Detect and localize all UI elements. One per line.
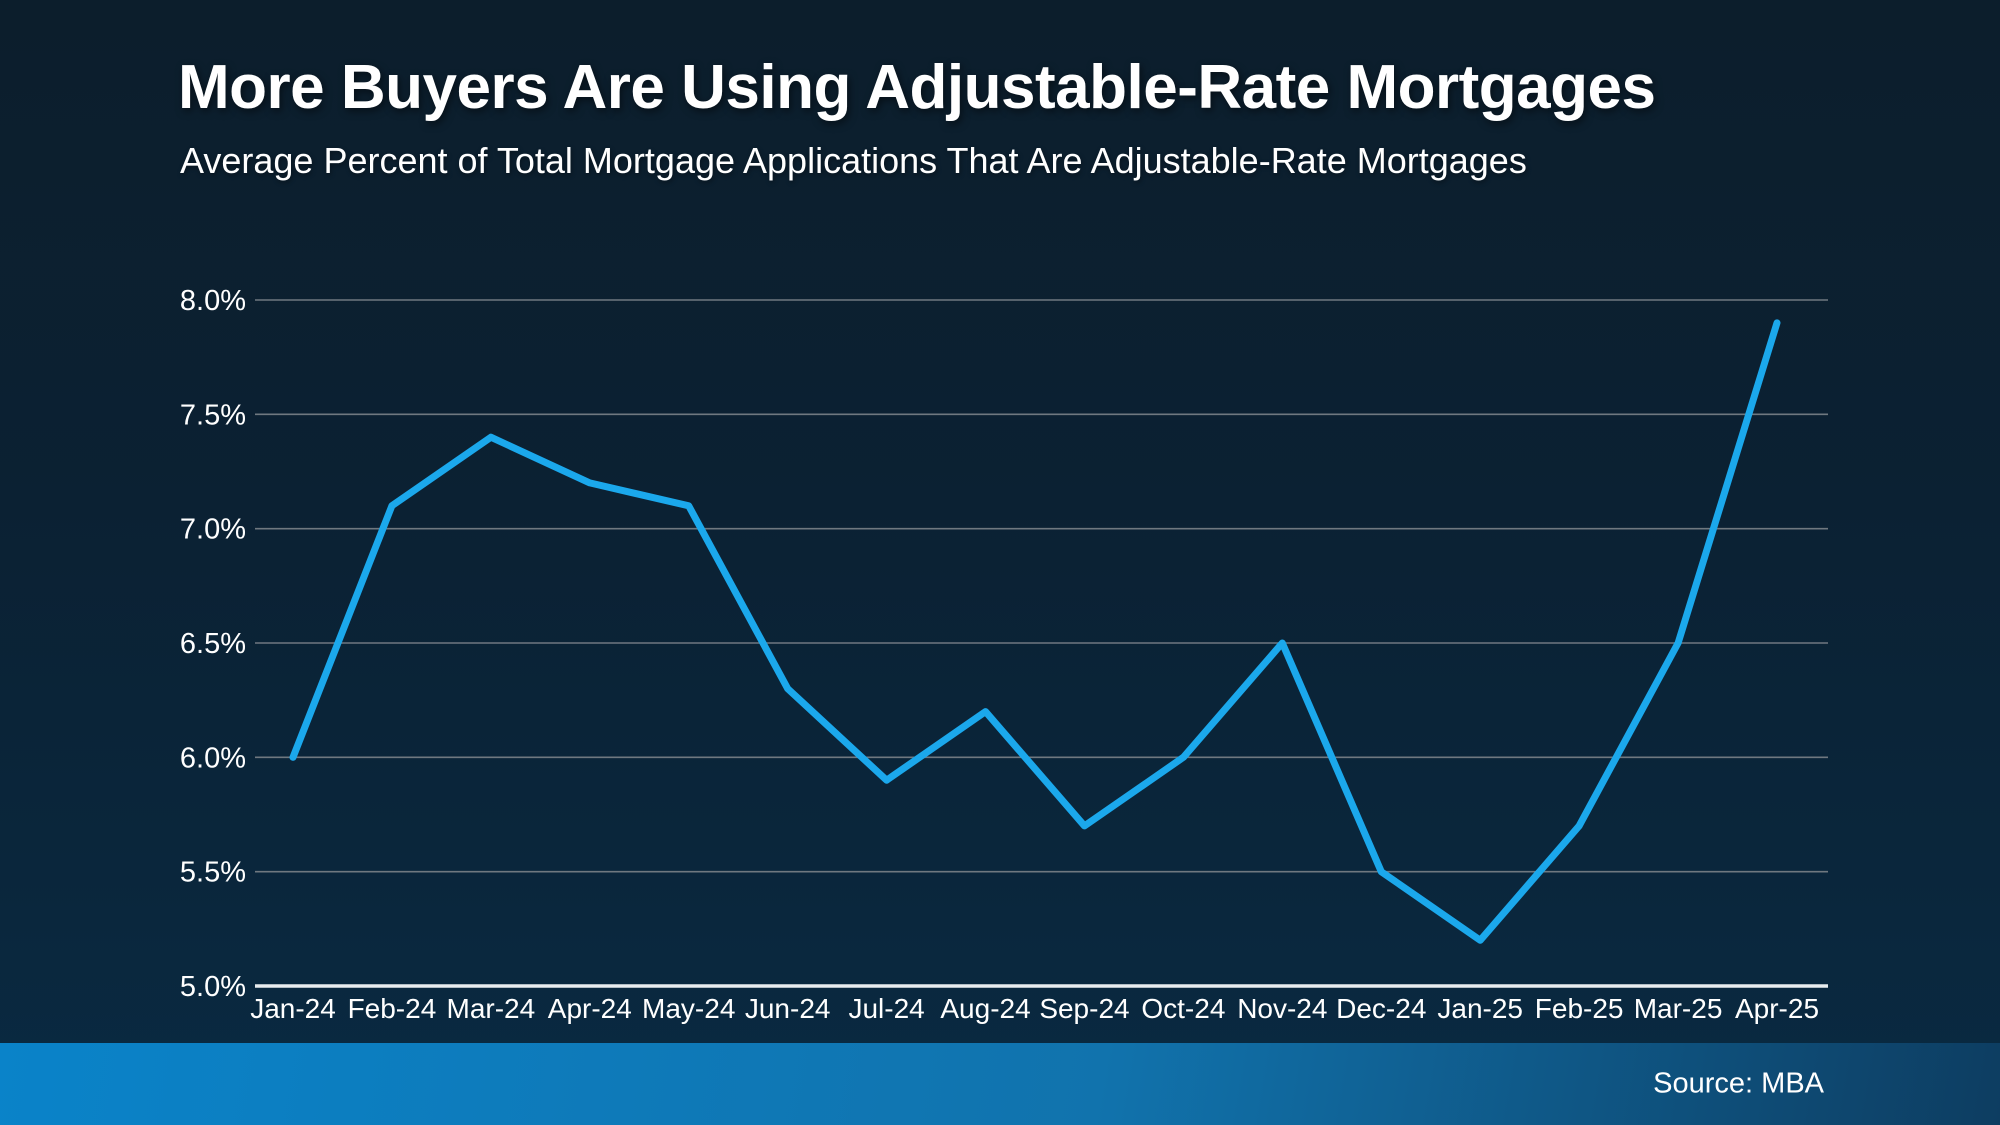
x-tick-label: Nov-24 <box>1237 993 1327 1024</box>
source-attribution: Source: MBA <box>1653 1067 1824 1100</box>
x-tick-label: Sep-24 <box>1039 993 1129 1024</box>
y-tick-label: 6.5% <box>180 628 246 660</box>
x-tick-label: Jul-24 <box>848 993 924 1024</box>
chart-subtitle: Average Percent of Total Mortgage Applic… <box>180 140 1527 181</box>
x-tick-label: Dec-24 <box>1336 993 1426 1024</box>
y-tick-label: 6.0% <box>180 742 246 774</box>
x-tick-label: Feb-24 <box>348 993 437 1024</box>
x-tick-label: Mar-24 <box>447 993 536 1024</box>
chart-title: More Buyers Are Using Adjustable-Rate Mo… <box>178 53 1656 122</box>
y-tick-label: 5.0% <box>180 971 246 1003</box>
x-tick-label: Aug-24 <box>940 993 1030 1024</box>
x-tick-label: Mar-25 <box>1634 993 1723 1024</box>
x-tick-label: Jan-25 <box>1437 993 1523 1024</box>
y-tick-label: 5.5% <box>180 857 246 889</box>
x-tick-label: May-24 <box>642 993 735 1024</box>
x-tick-label: Jun-24 <box>745 993 831 1024</box>
y-tick-label: 7.0% <box>180 514 246 546</box>
y-tick-label: 8.0% <box>180 285 246 317</box>
x-tick-label: Apr-25 <box>1735 993 1819 1024</box>
y-tick-label: 7.5% <box>180 399 246 431</box>
x-tick-label: Apr-24 <box>548 993 632 1024</box>
x-tick-label: Feb-25 <box>1535 993 1624 1024</box>
x-tick-label: Oct-24 <box>1141 993 1225 1024</box>
x-tick-label: Jan-24 <box>250 993 336 1024</box>
footer-band: Source: MBA <box>0 1043 2000 1125</box>
data-series-line <box>289 319 1781 944</box>
